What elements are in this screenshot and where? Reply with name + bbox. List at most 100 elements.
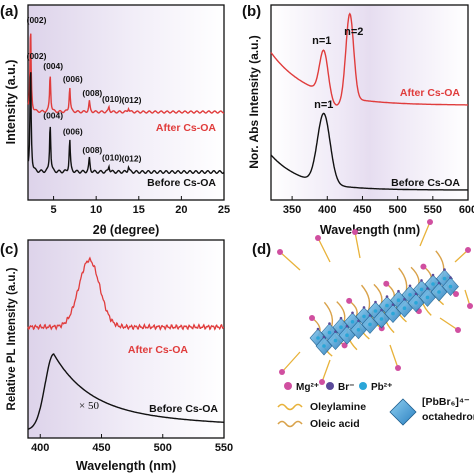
- panel-a-peak-label: (012): [122, 95, 142, 105]
- panel-a-series-after: [27, 33, 225, 114]
- oleic-acid-label: Oleic acid: [310, 418, 360, 430]
- br-ion: [420, 279, 423, 282]
- panel-c-tag: (c): [0, 241, 18, 258]
- panel-a-peak-label: (004): [43, 61, 63, 71]
- panel-b-xtick-label: 500: [388, 204, 406, 216]
- panel-a-peak-label: (010): [102, 94, 122, 104]
- panel-a-series-before: [27, 72, 225, 175]
- panel-a-plot: [27, 4, 225, 201]
- panel-a-peak-label: (002): [27, 15, 47, 25]
- pb-ion: [327, 330, 332, 335]
- panel-b-series-before: [270, 112, 468, 191]
- panel-a-peak-label: (006): [63, 127, 83, 137]
- pb-ion: [350, 320, 355, 324]
- pb-ion: [408, 293, 412, 297]
- panel-a-before-label: Before Cs-OA: [147, 177, 216, 189]
- panel-c-xlabel: Wavelength (nm): [76, 459, 176, 473]
- panel-d-legend: Mg²⁺ Br⁻ Pb²⁺ Oleylamine Oleic acid [PbB…: [277, 382, 474, 430]
- panel-b-series-after: [270, 12, 468, 106]
- panel-b-after-n2-label: n=2: [344, 26, 363, 38]
- panel-c-xtick-label: 400: [31, 442, 49, 454]
- pb-ion: [442, 276, 447, 281]
- br-ion: [339, 316, 343, 320]
- br-ion: [351, 311, 354, 315]
- br-ion: [408, 284, 412, 288]
- mg-ion: [427, 219, 433, 225]
- br-ion: [385, 295, 389, 298]
- panel-a-xlabel: 2θ (degree): [93, 223, 160, 237]
- panel-a-peak-label: (012): [122, 154, 142, 164]
- panel-a-peak-label: (004): [43, 110, 63, 120]
- mg-ion: [279, 369, 285, 375]
- panel-c-series-after: [27, 256, 224, 331]
- pb-ion: [333, 338, 338, 343]
- mg-ion-dot: [284, 382, 292, 390]
- pb-ion: [379, 317, 384, 321]
- br-ion: [449, 276, 452, 279]
- pb-ion: [345, 333, 349, 338]
- panel-a-tag: (a): [0, 3, 18, 20]
- octahedron-icon: [389, 398, 417, 426]
- panel-a-peak-label: (008): [82, 145, 102, 155]
- panel-a-after-label: After Cs-OA: [156, 122, 217, 134]
- br-ion: [316, 327, 320, 331]
- mg-ion: [465, 247, 471, 253]
- panel-c-xtick-label: 500: [154, 442, 172, 454]
- panel-a-peak-label: (006): [63, 74, 83, 84]
- panel-c-plot: [27, 239, 225, 439]
- panel-b-xtick-label: 350: [283, 204, 301, 216]
- pb-ion: [396, 298, 401, 303]
- pb-ion: [356, 328, 361, 332]
- br-ion-dot: [326, 382, 334, 390]
- panel-c-before-label: Before Cs-OA: [149, 403, 218, 415]
- oleic-acid-icon: [277, 420, 303, 428]
- panel-b-after-label: After Cs-OA: [400, 87, 461, 99]
- panel-b-xtick-label: 550: [424, 204, 442, 216]
- pb-ion: [425, 295, 430, 300]
- panel-b-before-label: Before Cs-OA: [391, 177, 460, 189]
- pb-ion: [402, 306, 407, 311]
- ligand-chain: [279, 251, 301, 271]
- panel-a-xtick-label: 20: [175, 204, 187, 216]
- panel-b-xtick-label: 400: [318, 204, 336, 216]
- pb-ion: [391, 311, 395, 316]
- pb-ion: [414, 301, 418, 305]
- pb-ion-dot: [359, 382, 367, 390]
- panel-a-xtick-label: 15: [133, 204, 145, 216]
- panel-b-xtick-label: 450: [353, 204, 371, 216]
- mg-ion: [420, 263, 427, 270]
- pb-ion: [437, 290, 441, 294]
- panel-b-tag: (b): [242, 3, 261, 20]
- br-ion: [431, 273, 435, 277]
- mg-ion: [319, 379, 325, 385]
- panel-c-xtick-label: 450: [92, 442, 110, 454]
- ligand-chain: [317, 237, 331, 263]
- ligand-chain: [354, 231, 361, 259]
- panel-d-schematic: [277, 219, 473, 385]
- panel-c-ylabel: Relative PL Intensity (a.u.): [6, 267, 18, 410]
- octahedron-formula: [PbBr₆]⁴⁻: [422, 396, 470, 408]
- mg-ion-label: Mg²⁺: [296, 382, 319, 393]
- panel-b-after-n1-label: n=1: [312, 35, 331, 47]
- pb-ion: [368, 322, 372, 327]
- panel-a-peak-label: (008): [82, 88, 102, 98]
- pb-ion: [322, 344, 326, 348]
- mg-ion: [277, 249, 283, 255]
- pb-ion: [385, 303, 389, 308]
- br-ion: [362, 306, 366, 309]
- panel-c-scale-label: × 50: [79, 400, 99, 412]
- panel-c-after-label: After Cs-OA: [128, 344, 189, 356]
- mg-ion: [467, 303, 473, 309]
- panel-a-xtick-label: 25: [218, 204, 230, 216]
- mg-ion: [352, 229, 358, 235]
- panel-b-xlabel: Wavelength (nm): [320, 223, 420, 237]
- pb-ion: [448, 284, 453, 289]
- pb-ion: [419, 287, 424, 292]
- panel-d-tag: (d): [252, 241, 271, 258]
- mg-ion: [315, 235, 321, 241]
- pb-ion: [431, 282, 435, 286]
- pb-ion-label: Pb²⁺: [371, 382, 392, 393]
- mg-ion: [395, 365, 401, 371]
- pb-ion: [362, 314, 366, 319]
